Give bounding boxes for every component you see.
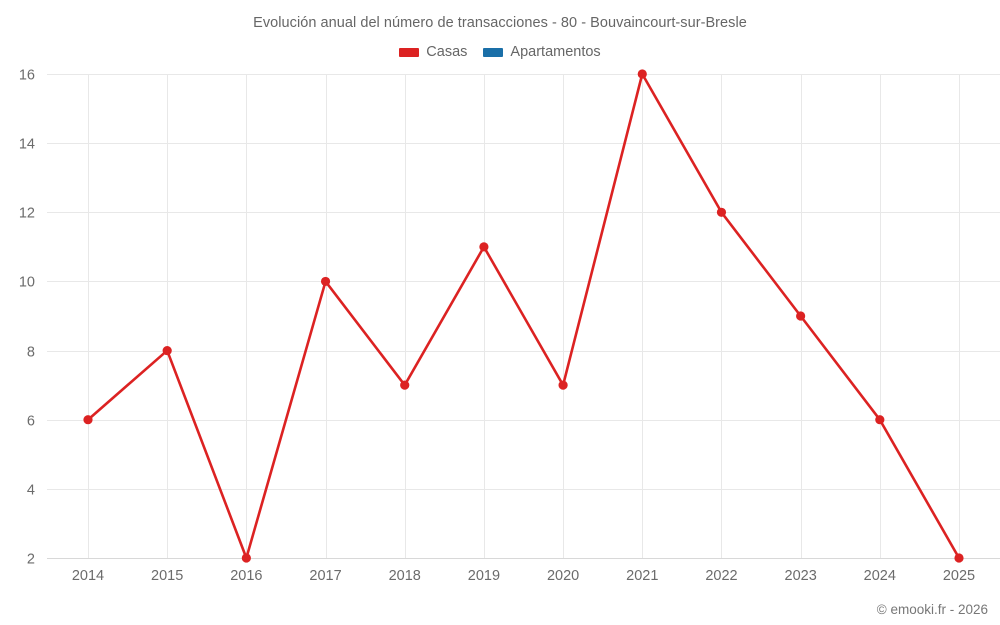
data-point-marker[interactable] — [558, 380, 568, 390]
x-axis-tick-label: 2023 — [785, 568, 817, 584]
x-axis-tick-label: 2021 — [626, 568, 658, 584]
data-point-marker[interactable] — [479, 242, 489, 252]
x-axis-tick-label: 2019 — [468, 568, 500, 584]
x-axis-tick-label: 2022 — [705, 568, 737, 584]
x-axis-tick-label: 2017 — [309, 568, 341, 584]
legend-swatch-apartamentos — [483, 47, 504, 57]
series-casas — [83, 69, 964, 563]
data-point-marker[interactable] — [637, 69, 647, 79]
legend-item-apartamentos[interactable]: Apartamentos — [483, 44, 601, 60]
x-axis-tick-label: 2025 — [943, 568, 975, 584]
y-axis-tick-label: 14 — [19, 137, 35, 153]
x-axis-tick-label: 2014 — [72, 568, 104, 584]
y-axis-tick-label: 16 — [19, 68, 35, 84]
x-axis-tick-label: 2015 — [151, 568, 183, 584]
data-point-marker[interactable] — [162, 345, 172, 356]
data-point-marker[interactable] — [716, 207, 727, 217]
y-axis-tick-label: 6 — [27, 414, 35, 430]
y-axis-tick-label: 4 — [27, 483, 35, 499]
x-axis-tick-label: 2018 — [389, 568, 421, 584]
data-point-marker[interactable] — [954, 553, 964, 563]
data-point-marker[interactable] — [241, 553, 251, 563]
x-axis-tick-label: 2020 — [547, 568, 579, 584]
data-point-marker[interactable] — [400, 380, 410, 390]
x-axis-tick-label: 2024 — [864, 568, 896, 584]
chart-legend: Casas Apartamentos — [0, 44, 1000, 60]
data-point-marker[interactable] — [320, 276, 331, 287]
legend-swatch-casas — [399, 47, 420, 57]
x-axis-tick-label: 2016 — [230, 568, 262, 584]
series-line-casas — [86, 72, 961, 560]
y-axis-tick-label: 12 — [19, 206, 35, 222]
legend-label-casas: Casas — [426, 44, 468, 60]
data-point-marker[interactable] — [875, 415, 885, 425]
y-axis-tick-label: 8 — [27, 345, 35, 361]
y-axis-tick-label: 10 — [19, 275, 35, 291]
copyright-credit: © emooki.fr - 2026 — [876, 602, 988, 617]
grid-lines — [47, 74, 1000, 559]
chart-title: Evolución anual del número de transaccio… — [253, 15, 747, 31]
y-axis-tick-label: 2 — [27, 552, 35, 568]
legend-label-apartamentos: Apartamentos — [510, 44, 601, 60]
data-point-marker[interactable] — [83, 415, 93, 425]
legend-item-casas[interactable]: Casas — [399, 44, 467, 60]
data-point-marker[interactable] — [796, 311, 806, 321]
